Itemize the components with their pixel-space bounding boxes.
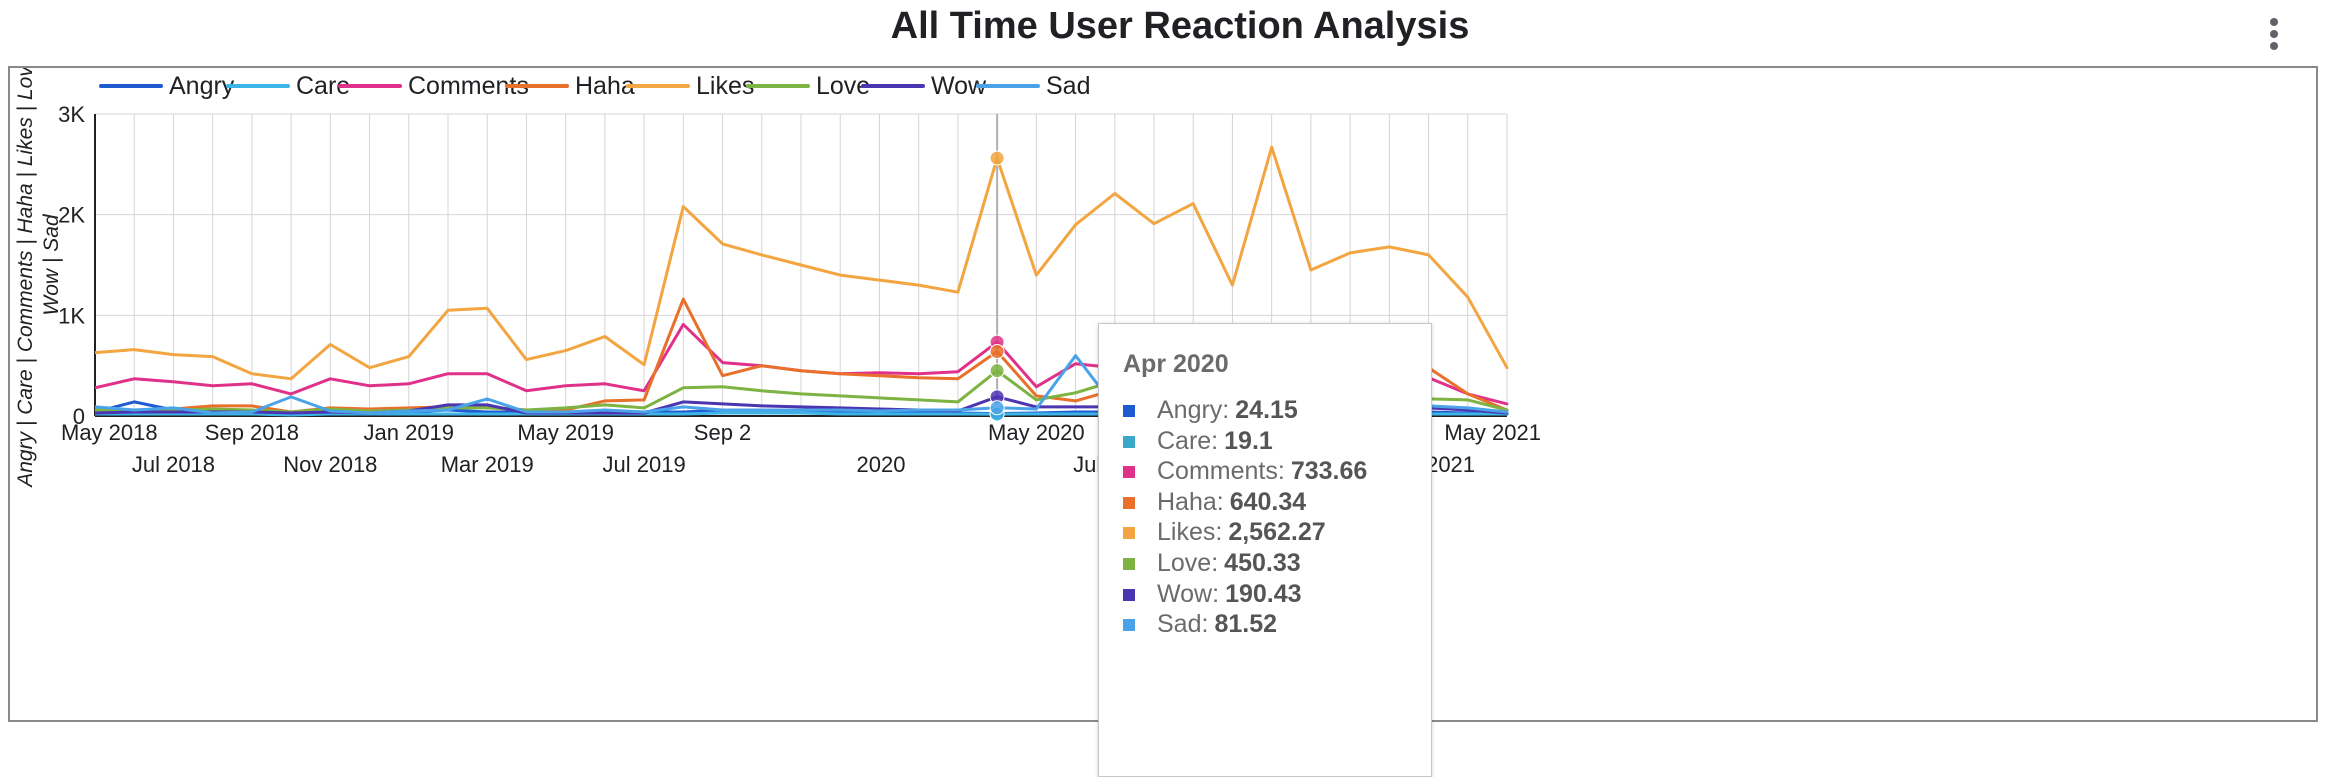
y-axis-title: Angry | Care | Comments | Haha | Likes |… — [14, 68, 63, 489]
legend-label: Angry — [169, 72, 235, 100]
x-tick-label: Mar 2019 — [441, 452, 534, 477]
x-tick-label: May 2019 — [517, 420, 614, 445]
tooltip-swatch — [1123, 527, 1135, 540]
y-tick-label: 3K — [58, 102, 85, 127]
tooltip-label: Love: 450.33 — [1157, 549, 1301, 577]
x-tick-label: Jan 2019 — [364, 420, 455, 445]
x-tick-label: Jul 2018 — [132, 452, 215, 477]
legend-item-sad[interactable]: Sad — [976, 72, 1090, 100]
legend-item-care[interactable]: Care — [226, 72, 350, 100]
tooltip-value: 81.52 — [1214, 610, 1277, 639]
y-tick-label: 2K — [58, 203, 85, 228]
tooltip-label: Wow: 190.43 — [1157, 579, 1302, 608]
hover-point-sad — [989, 400, 1005, 416]
tooltip-value: 2,562.27 — [1228, 518, 1326, 547]
tooltip-value: 733.66 — [1290, 457, 1368, 486]
tooltip-value: 640.34 — [1229, 487, 1307, 516]
legend-item-angry[interactable]: Angry — [99, 72, 235, 100]
tooltip-swatch — [1123, 619, 1135, 632]
tooltip-label: Care: 19.1 — [1157, 426, 1273, 455]
tooltip-swatch — [1123, 496, 1135, 509]
x-tick-label: Sep 2 — [694, 420, 752, 445]
tooltip-swatch — [1123, 405, 1135, 417]
hover-markers — [989, 150, 1005, 422]
tooltip-label: Haha: 640.34 — [1157, 487, 1307, 516]
legend: Angry Care Comments Haha Likes Love Wow Sad — [99, 72, 1090, 100]
tooltip-label: Likes: 2,562.27 — [1157, 518, 1326, 547]
y-tick-label: 0 — [73, 404, 85, 429]
legend-label: Haha — [575, 72, 635, 100]
series-line-likes — [95, 145, 1509, 381]
legend-label: Likes — [696, 72, 754, 100]
x-tick-label: May 2018 — [61, 420, 158, 445]
legend-item-love[interactable]: Love — [746, 72, 870, 100]
x-tick-label: Nov 2018 — [283, 452, 377, 477]
tooltip-value: 24.15 — [1235, 396, 1298, 424]
legend-label: Sad — [1046, 72, 1090, 100]
chart-frame: Angry Care Comments Haha Likes Love Wow Sad 0 1K… — [8, 66, 2318, 777]
tooltip-value: 450.33 — [1224, 549, 1301, 577]
y-tick-label: 1K — [58, 303, 85, 328]
tooltip-label: Sad: 81.52 — [1157, 610, 1277, 639]
x-tick-label: 2020 — [856, 452, 905, 477]
tooltip: Apr 2020 Angry: 24.15 Care: 19.1 Comments: 73… — [1098, 323, 1432, 777]
tooltip-label: Angry: 24.15 — [1157, 396, 1298, 424]
tooltip-value: 19.1 — [1224, 426, 1273, 455]
chart-title: All Time User Reaction Analysis — [890, 5, 1470, 47]
tooltip-swatch — [1123, 588, 1135, 601]
more-vert-icon[interactable] — [2262, 14, 2286, 54]
tooltip-title: Apr 2020 — [1123, 350, 1229, 378]
tooltip-swatch — [1123, 558, 1135, 570]
legend-item-haha[interactable]: Haha — [505, 72, 635, 100]
hover-point-haha — [989, 344, 1005, 360]
hover-point-likes — [989, 150, 1005, 166]
tooltip-label: Comments: 733.66 — [1157, 457, 1368, 486]
x-tick-label: Jul 2019 — [603, 452, 686, 477]
hover-point-love — [989, 363, 1005, 379]
legend-item-comments[interactable]: Comments — [338, 72, 529, 100]
tooltip-value: 190.43 — [1225, 579, 1302, 608]
x-tick-label: May 2021 — [1444, 420, 1541, 445]
tooltip-swatch — [1123, 435, 1135, 448]
x-tick-label: May 2020 — [988, 420, 1085, 445]
legend-item-wow[interactable]: Wow — [861, 72, 987, 100]
x-tick-label: Sep 2018 — [205, 420, 299, 445]
legend-item-likes[interactable]: Likes — [626, 72, 754, 100]
tooltip-swatch — [1123, 466, 1135, 479]
